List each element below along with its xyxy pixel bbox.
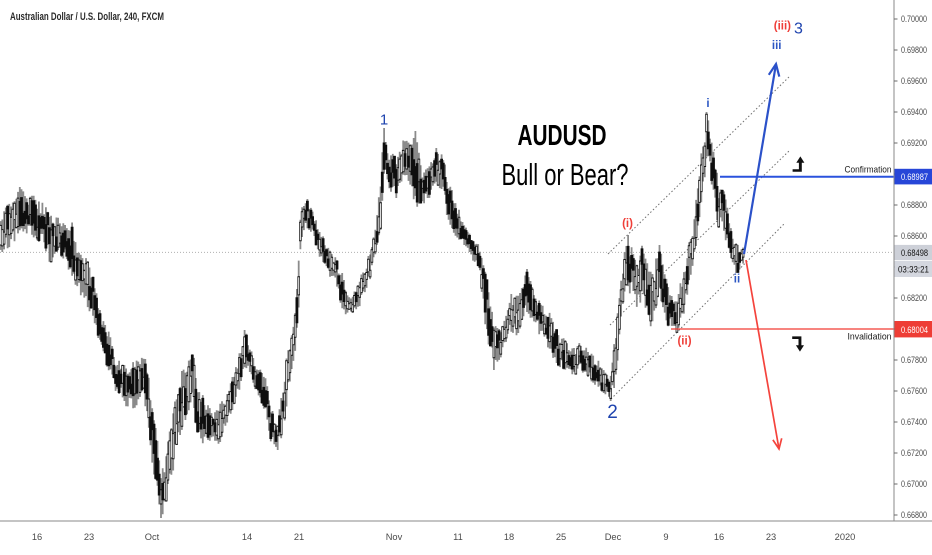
svg-text:11: 11 — [453, 532, 463, 542]
svg-text:Dec: Dec — [605, 532, 622, 542]
svg-text:(i): (i) — [622, 218, 633, 230]
svg-text:Bull or Bear?: Bull or Bear? — [502, 157, 629, 192]
svg-text:21: 21 — [294, 532, 304, 542]
svg-text:18: 18 — [504, 532, 514, 542]
svg-text:2: 2 — [607, 402, 618, 423]
svg-text:0.70000: 0.70000 — [901, 14, 927, 24]
svg-text:0.67600: 0.67600 — [901, 386, 927, 396]
svg-text:0.66800: 0.66800 — [901, 510, 927, 520]
svg-text:1: 1 — [380, 112, 388, 129]
svg-text:0.69600: 0.69600 — [901, 76, 927, 86]
svg-text:(iii): (iii) — [774, 21, 791, 33]
svg-text:AUDUSD: AUDUSD — [518, 120, 607, 152]
svg-text:3: 3 — [794, 21, 803, 38]
svg-text:0.68200: 0.68200 — [901, 293, 927, 303]
svg-text:Nov: Nov — [386, 532, 403, 542]
svg-text:2020: 2020 — [835, 532, 856, 542]
svg-text:0.68800: 0.68800 — [901, 200, 927, 210]
svg-text:0.68004: 0.68004 — [901, 325, 928, 335]
svg-text:Invalidation: Invalidation — [848, 332, 892, 342]
svg-text:i: i — [706, 98, 709, 110]
svg-text:0.68498: 0.68498 — [901, 248, 928, 258]
svg-text:Oct: Oct — [145, 532, 160, 542]
svg-text:03:33:21: 03:33:21 — [898, 265, 929, 275]
svg-text:0.68987: 0.68987 — [901, 172, 928, 182]
svg-text:0.67200: 0.67200 — [901, 448, 927, 458]
svg-text:9: 9 — [663, 532, 668, 542]
svg-text:0.69400: 0.69400 — [901, 107, 927, 117]
svg-text:23: 23 — [766, 532, 776, 542]
svg-text:16: 16 — [32, 532, 42, 542]
svg-text:ii: ii — [734, 274, 740, 286]
svg-text:Confirmation: Confirmation — [845, 165, 892, 175]
svg-text:14: 14 — [242, 532, 252, 542]
svg-text:0.67400: 0.67400 — [901, 417, 927, 427]
svg-text:25: 25 — [556, 532, 566, 542]
svg-text:0.69200: 0.69200 — [901, 138, 927, 148]
svg-text:0.68600: 0.68600 — [901, 231, 927, 241]
svg-text:Australian Dollar / U.S. Dolla: Australian Dollar / U.S. Dollar, 240, FX… — [10, 11, 164, 23]
svg-text:0.67800: 0.67800 — [901, 355, 927, 365]
svg-text:0.69800: 0.69800 — [901, 45, 927, 55]
svg-text:iii: iii — [772, 40, 782, 52]
svg-text:(ii): (ii) — [677, 336, 691, 348]
svg-text:16: 16 — [714, 532, 724, 542]
svg-text:0.67000: 0.67000 — [901, 479, 927, 489]
svg-text:23: 23 — [84, 532, 94, 542]
